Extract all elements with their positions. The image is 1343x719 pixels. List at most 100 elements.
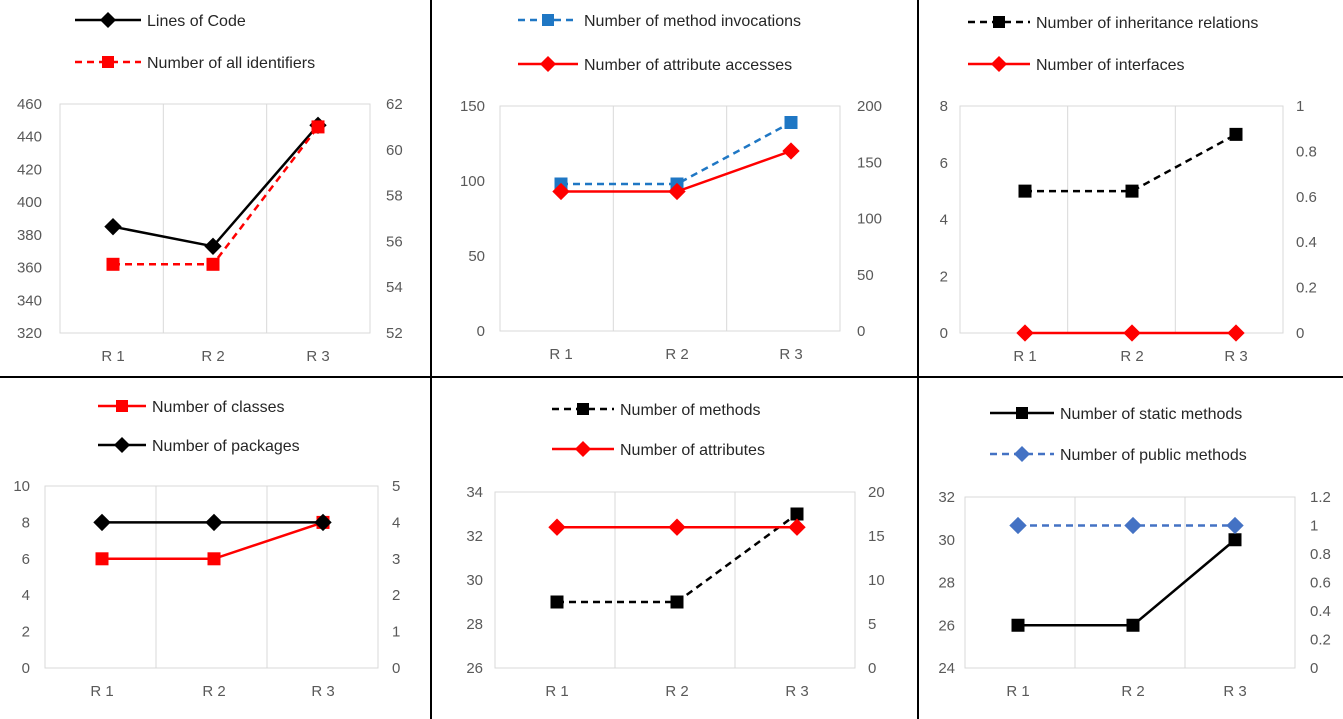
series-2 <box>552 142 800 201</box>
data-point <box>1125 184 1139 198</box>
y-right-tick-label: 4 <box>392 514 400 531</box>
y-left-tick-label: 32 <box>938 489 955 506</box>
y-right-tick-label: 62 <box>386 96 403 113</box>
legend-entry-2: Number of attribute accesses <box>518 55 792 74</box>
series-2 <box>1016 324 1245 342</box>
y-right-tick-label: 0.6 <box>1310 575 1331 592</box>
y-right-tick-label: 0.8 <box>1296 143 1317 160</box>
data-point <box>206 257 220 271</box>
horizontal-divider <box>0 376 1343 378</box>
x-tick-label: R 2 <box>202 683 225 700</box>
legend-marker <box>577 403 589 415</box>
data-point <box>204 237 222 255</box>
y-right-tick-label: 0.2 <box>1310 632 1331 649</box>
data-point <box>1018 184 1032 198</box>
legend-marker <box>542 14 554 26</box>
data-point <box>1227 324 1245 342</box>
y-right-tick-label: 58 <box>386 188 403 205</box>
x-tick-label: R 1 <box>545 683 568 700</box>
x-tick-label: R 2 <box>665 683 688 700</box>
y-right-tick-label: 0.4 <box>1310 603 1331 620</box>
y-left-tick-label: 24 <box>938 660 955 677</box>
legend-label: Number of inheritance relations <box>1036 15 1258 32</box>
legend-marker <box>1013 445 1031 463</box>
data-point <box>1229 127 1243 141</box>
y-right-tick-label: 1.2 <box>1310 489 1331 506</box>
legend-marker <box>1016 407 1028 419</box>
y-left-tick-label: 10 <box>13 478 30 495</box>
y-right-tick-label: 0 <box>857 323 865 340</box>
y-right-tick-label: 20 <box>868 484 885 501</box>
x-tick-label: R 3 <box>311 683 334 700</box>
x-tick-label: R 2 <box>1120 348 1143 365</box>
y-left-tick-label: 8 <box>940 98 948 115</box>
data-point <box>104 217 122 236</box>
legend-label: Number of attributes <box>620 442 765 459</box>
series-2 <box>548 518 806 536</box>
legend-marker <box>990 55 1008 73</box>
y-left-tick-label: 320 <box>17 325 42 342</box>
y-left-tick-label: 6 <box>940 155 948 172</box>
x-tick-label: R 3 <box>1223 683 1246 700</box>
y-right-tick-label: 0 <box>1310 660 1318 677</box>
y-left-tick-label: 150 <box>460 98 485 115</box>
legend-marker <box>99 11 117 29</box>
legend-marker <box>102 56 114 68</box>
legend-entry-1: Number of static methods <box>990 406 1242 423</box>
data-point <box>1124 516 1142 535</box>
y-left-tick-label: 34 <box>466 484 483 501</box>
data-point <box>314 513 332 532</box>
plot-area <box>494 491 856 669</box>
data-point <box>106 257 120 271</box>
x-tick-label: R 3 <box>785 683 808 700</box>
chart-panel-3: 0 2 4 6 8 0 0.2 0.4 0.6 0.8 1 R 1 R 2 R 3 Number of in… <box>940 15 1317 365</box>
y-right-tick-label: 3 <box>392 551 400 568</box>
x-tick-label: R 2 <box>1121 683 1144 700</box>
vertical-divider-left <box>430 0 432 719</box>
x-tick-label: R 3 <box>779 346 802 363</box>
data-point <box>1009 516 1027 535</box>
data-point <box>782 142 800 160</box>
data-point <box>668 518 686 536</box>
x-tick-label: R 3 <box>1224 348 1247 365</box>
legend-label: Number of public methods <box>1060 447 1247 464</box>
data-point <box>784 116 798 129</box>
legend-entry-2: Number of all identifiers <box>75 55 315 72</box>
y-left-tick-label: 340 <box>17 292 42 309</box>
legend-entry-2: Number of packages <box>98 436 300 455</box>
y-right-tick-label: 52 <box>386 325 403 342</box>
data-point <box>548 518 566 536</box>
y-right-tick-label: 54 <box>386 279 403 296</box>
data-point <box>668 182 686 201</box>
legend-label: Number of all identifiers <box>147 55 315 72</box>
series-line <box>1025 133 1237 193</box>
y-left-tick-label: 50 <box>468 248 485 265</box>
y-right-tick-label: 0 <box>1296 325 1304 342</box>
chart-panel-1: 320 340 360 380 400 420 440 460 52 54 56 58 60 62 R 1 R… <box>17 11 403 365</box>
y-left-tick-label: 26 <box>466 660 483 677</box>
y-left-tick-label: 8 <box>22 514 30 531</box>
data-point <box>1126 618 1140 632</box>
data-point <box>790 507 804 521</box>
legend-marker <box>113 436 131 454</box>
y-right-tick-label: 10 <box>868 572 885 589</box>
y-left-tick-label: 32 <box>466 528 483 545</box>
legend-label: Number of interfaces <box>1036 57 1185 74</box>
y-left-tick-label: 26 <box>938 617 955 634</box>
y-left-tick-label: 360 <box>17 260 42 277</box>
x-tick-label: R 1 <box>101 348 124 365</box>
legend-entry-1: Number of inheritance relations <box>968 15 1258 32</box>
legend-entry-2: Number of public methods <box>990 445 1247 464</box>
legend-entry-2: Number of interfaces <box>968 55 1185 74</box>
chart-panel-2: 0 50 100 150 0 50 100 150 200 R 1 R 2 R 3 Number of … <box>460 13 882 363</box>
legend-entry-1: Lines of Code <box>75 11 246 30</box>
y-right-tick-label: 56 <box>386 233 403 250</box>
data-point <box>1226 516 1244 535</box>
y-right-tick-label: 1 <box>392 624 400 641</box>
data-point <box>552 182 570 201</box>
y-left-tick-label: 420 <box>17 161 42 178</box>
y-left-tick-label: 30 <box>466 572 483 589</box>
series-1 <box>1018 127 1243 198</box>
y-left-tick-label: 6 <box>22 551 30 568</box>
